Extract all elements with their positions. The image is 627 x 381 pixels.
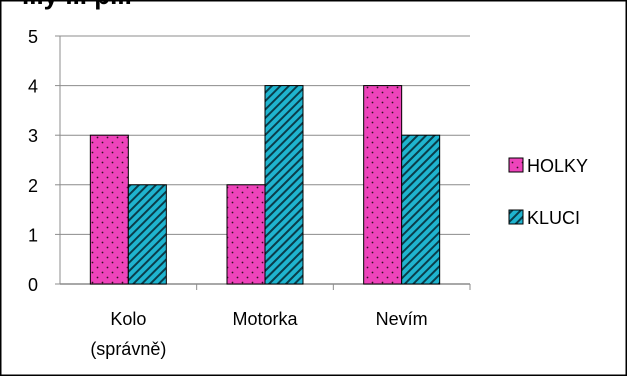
bar-holky-3: [363, 85, 403, 285]
y-tick-label: 3: [28, 126, 38, 146]
y-tick-label: 5: [28, 27, 38, 47]
bar-holky-2: [226, 184, 266, 285]
y-tick-label: 0: [28, 275, 38, 295]
legend-swatch-holky: [508, 157, 524, 173]
legend-swatch-kluci: [508, 209, 524, 225]
bar-kluci-3: [401, 134, 441, 285]
tick-labels: 0 1 2 3 4 5 Kolo (správně) Motorka Nevím: [28, 27, 428, 359]
bar-kluci-1: [127, 184, 167, 285]
chart-title-fragment: ...y ... p...: [22, 0, 132, 10]
y-tick-label: 2: [28, 176, 38, 196]
bar-kluci-2: [264, 85, 304, 285]
y-tick-label: 1: [28, 225, 38, 245]
legend: HOLKY KLUCI: [508, 156, 588, 228]
x-tick-label: Nevím: [376, 309, 428, 329]
legend-label-kluci: KLUCI: [527, 208, 580, 228]
bars: [89, 85, 441, 285]
y-tick-label: 4: [28, 77, 38, 97]
legend-label-holky: HOLKY: [527, 156, 588, 176]
bar-holky-1: [89, 134, 129, 285]
x-tick-label: Motorka: [232, 309, 298, 329]
x-tick-label: Kolo (správně): [90, 309, 166, 359]
